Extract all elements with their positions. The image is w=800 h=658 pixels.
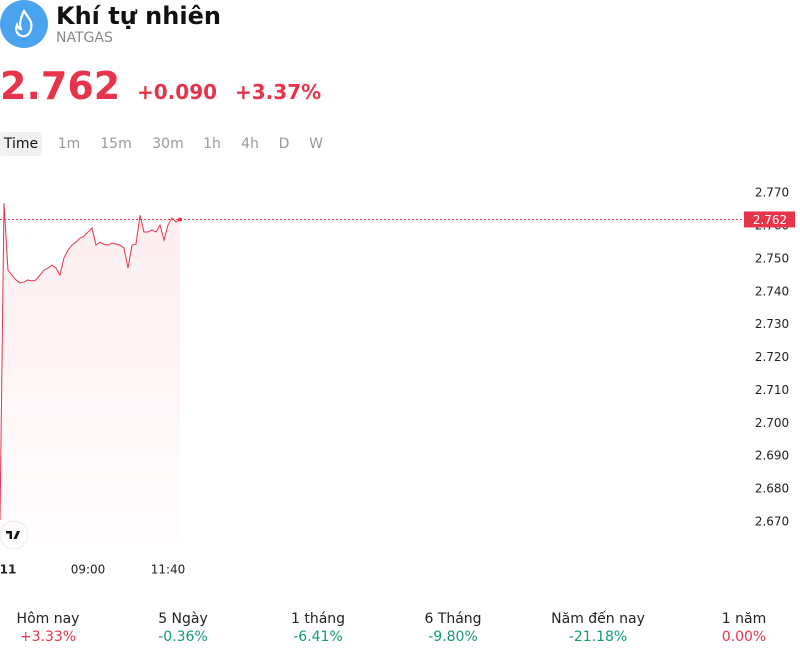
performance-label: Hôm nay (16, 611, 80, 627)
y-tick-label: 2.740 (755, 284, 789, 298)
performance-value: -21.18% (568, 629, 628, 645)
y-tick-label: 2.750 (755, 251, 789, 265)
y-tick-label: 2.730 (755, 317, 789, 331)
x-tick-label: 11:40 (151, 563, 186, 577)
y-tick-label: 2.690 (755, 449, 789, 463)
y-tick-label: 2.700 (755, 416, 789, 430)
timeframe-tab[interactable]: W (309, 136, 323, 152)
performance-label: Năm đến nay (551, 611, 645, 627)
performance-value: 0.00% (721, 629, 767, 645)
timeframe-tab[interactable]: 30m (152, 136, 184, 152)
price: 2.762 (0, 64, 121, 108)
logo-icon (0, 0, 48, 48)
performance-label: 1 năm (721, 611, 767, 627)
performance-value: -9.80% (428, 629, 478, 645)
performance-label: 5 Ngày (158, 611, 208, 627)
y-tick-label: 2.770 (755, 186, 789, 200)
chart: 2.670 2.680 2.690 2.700 2.710 2.720 2.730 2.740… (0, 186, 795, 577)
performance-label: 6 Tháng (424, 611, 482, 627)
performance-value: -0.36% (158, 629, 208, 645)
area-fill (0, 203, 180, 545)
performance-value: -6.41% (293, 629, 343, 645)
x-tick-label: 11 (0, 563, 16, 577)
performance-value: +3.33% (19, 629, 77, 645)
y-tick-label: 2.720 (755, 350, 789, 364)
price-change-percent: +3.37% (235, 80, 322, 104)
y-tick-label: 2.710 (755, 383, 789, 397)
last-point (178, 217, 182, 222)
price-change: +0.090 (137, 80, 218, 104)
x-tick-label: 09:00 (71, 563, 106, 577)
timeframe-tab[interactable]: 1m (57, 136, 81, 152)
performance-label: 1 tháng (290, 611, 346, 627)
asset-symbol: NATGAS (56, 30, 113, 46)
timeframe-tab[interactable]: 4h (241, 136, 259, 152)
y-tick-label: 2.670 (755, 514, 789, 528)
y-tick-label: 2.680 (755, 482, 789, 496)
asset-title: Khí tự nhiên (56, 2, 221, 30)
timeframe-tab[interactable]: 15m (100, 136, 132, 152)
timeframe-tab[interactable]: 1h (203, 136, 221, 152)
timeframe-tab[interactable]: Time (0, 132, 43, 156)
last-price-label: 2.762 (753, 213, 787, 227)
last-price-badge (744, 211, 795, 228)
timeframe-tab[interactable]: D (278, 136, 290, 152)
price-line (0, 202, 181, 521)
